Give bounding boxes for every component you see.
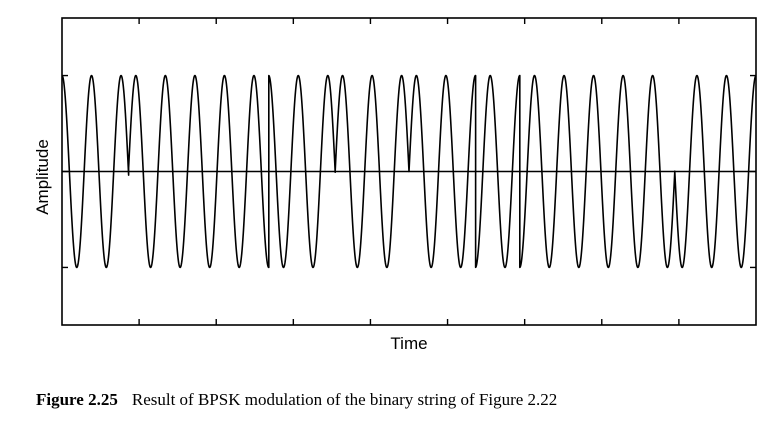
figure-caption: Figure 2.25 Result of BPSK modulation of … bbox=[36, 390, 766, 410]
y-axis-label: Amplitude bbox=[33, 139, 52, 215]
x-axis-label: Time bbox=[390, 334, 427, 353]
bpsk-chart: Time Amplitude bbox=[33, 17, 757, 353]
caption-text: Result of BPSK modulation of the binary … bbox=[131, 390, 558, 409]
caption-figure-number: Figure 2.25 bbox=[36, 390, 118, 409]
bpsk-waveform bbox=[61, 74, 757, 269]
